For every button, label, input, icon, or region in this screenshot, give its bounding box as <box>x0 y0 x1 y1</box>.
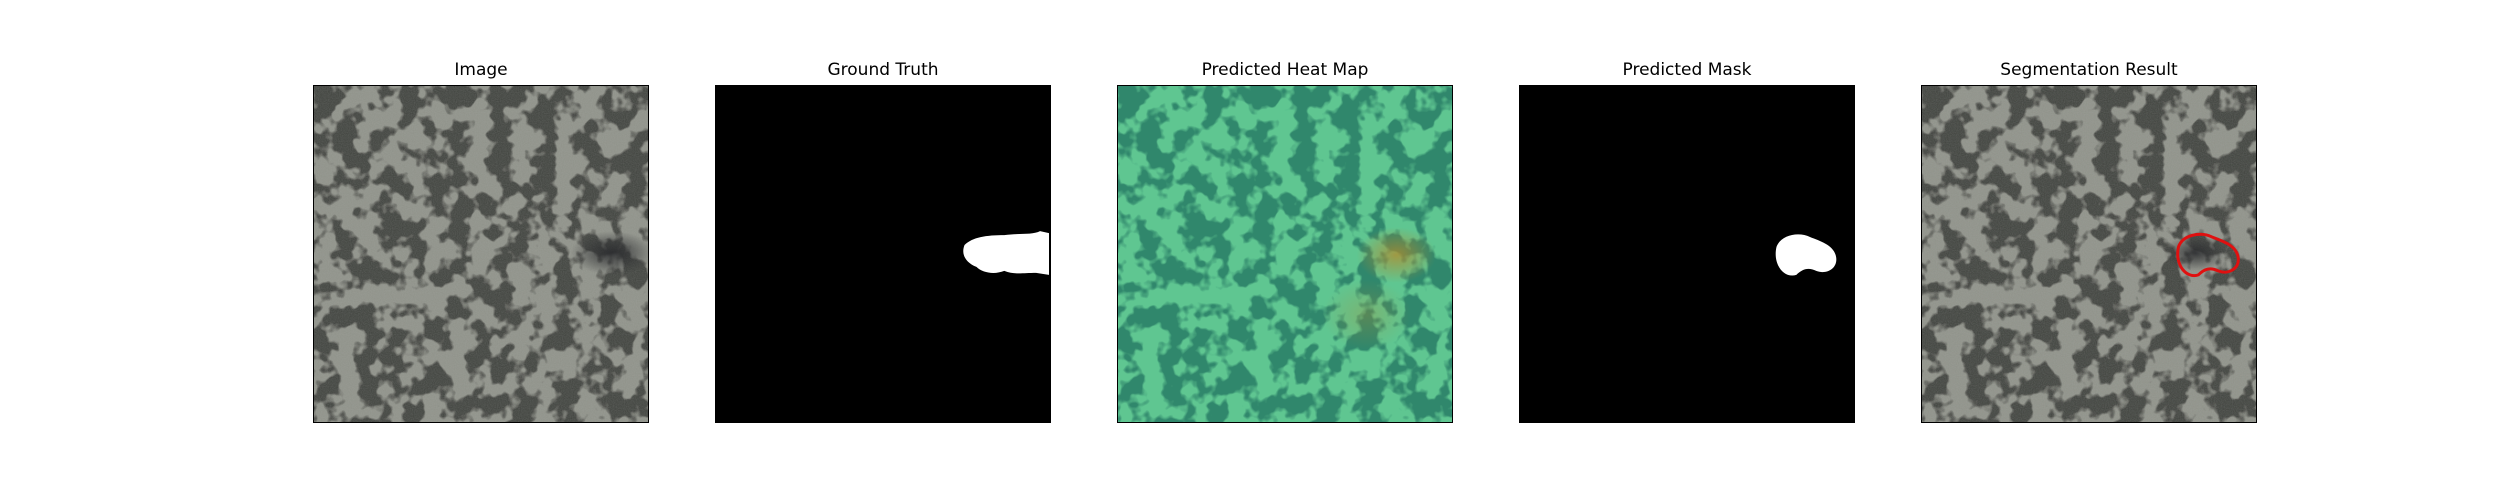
panel-title-segmentation: Segmentation Result <box>2000 60 2178 80</box>
panel-title-image: Image <box>454 60 508 80</box>
panel-title-predicted-mask: Predicted Mask <box>1622 60 1752 80</box>
panel-title-heatmap: Predicted Heat Map <box>1201 60 1369 80</box>
predicted-mask <box>1520 86 1854 422</box>
segmentation-result <box>1922 86 2256 422</box>
panel-title-ground-truth: Ground Truth <box>827 60 939 80</box>
panel-predicted-mask <box>1519 85 1855 423</box>
panel-image <box>313 85 649 423</box>
panel-heatmap <box>1117 85 1453 423</box>
ground-truth-mask <box>716 86 1050 422</box>
predicted-mask-region <box>1775 234 1837 276</box>
texture-image <box>314 86 648 422</box>
heatmap-overlay <box>1118 86 1452 422</box>
panel-segmentation <box>1921 85 2257 423</box>
segmentation-contour <box>2176 232 2240 278</box>
panel-ground-truth <box>715 85 1051 423</box>
ground-truth-region <box>963 231 1050 275</box>
